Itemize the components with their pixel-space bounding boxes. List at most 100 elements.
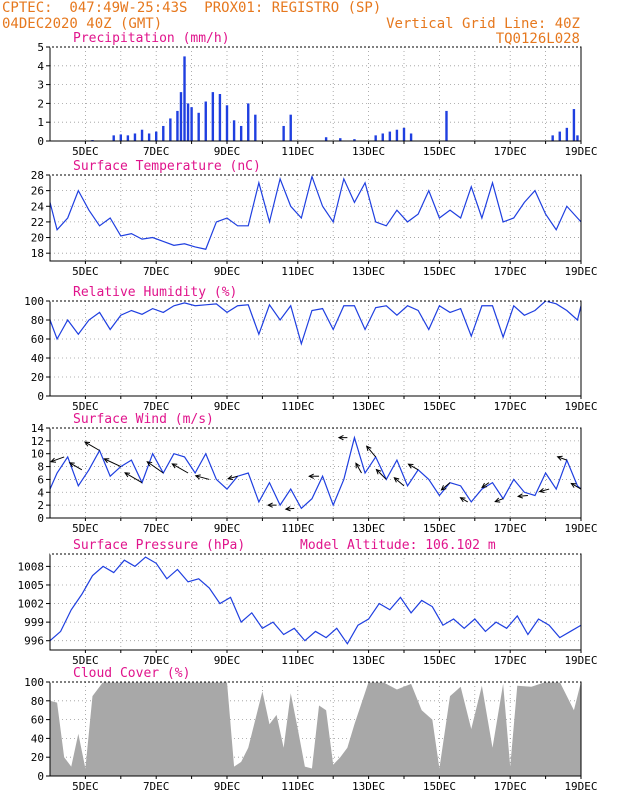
xtick-label-cloud-1: 7DEC	[143, 780, 170, 793]
header-line2: 04DEC2020 40Z (GMT)	[2, 16, 163, 32]
ytick-label-precipitation-2: 2	[37, 97, 44, 110]
wind-arrow-6	[171, 463, 189, 474]
ytick-label-temperature-0: 18	[31, 247, 44, 260]
wind-arrow-head-1	[68, 462, 75, 468]
precip-bar-31	[388, 131, 392, 141]
xtick-label-wind-5: 15DEC	[423, 522, 456, 535]
wind-arrow-head-14	[365, 445, 372, 452]
precip-bar-17	[211, 92, 215, 141]
wind-arrow-12	[337, 435, 348, 441]
xtick-label-pressure-0: 5DEC	[72, 654, 99, 667]
wind-arrow-head-2	[84, 441, 91, 447]
wind-arrow-head-23	[538, 487, 545, 494]
wind-arrow-head-20	[481, 482, 488, 489]
precip-bar-37	[558, 131, 561, 141]
precip-bar-16	[204, 101, 207, 141]
wind-arrow-head-25	[570, 482, 577, 488]
ytick-label-temperature-2: 22	[31, 216, 44, 229]
xtick-label-humidity-1: 7DEC	[143, 400, 170, 413]
wind-arrow-head-24	[556, 455, 563, 461]
ytick-label-pressure-0: 996	[24, 635, 44, 648]
wind-arrow-head-21	[494, 497, 501, 503]
panel-frame-precipitation	[49, 46, 582, 142]
wind-arrow-shaft-16	[394, 477, 405, 487]
wind-arrow-14	[365, 445, 377, 458]
ytick-label-cloud-1: 20	[31, 751, 44, 764]
header-grid-note: Vertical Grid Line: 40Z	[386, 16, 580, 32]
ytick-label-humidity-2: 40	[31, 352, 44, 365]
panel-title-cloud: Cloud Cover (%)	[73, 666, 190, 681]
precip-bar-23	[254, 114, 257, 141]
header-code: TQ0126L028	[495, 31, 580, 47]
precip-bar-3	[126, 135, 130, 141]
ytick-label-cloud-5: 100	[24, 676, 44, 689]
xtick-label-cloud-0: 5DEC	[72, 780, 99, 793]
xtick-label-precipitation-4: 13DEC	[352, 145, 385, 158]
ytick-label-pressure-2: 1002	[18, 598, 45, 611]
panel-title-pressure: Surface Pressure (hPa)	[73, 538, 245, 553]
cloud-area	[50, 682, 581, 776]
xtick-label-precipitation-2: 9DEC	[214, 145, 241, 158]
series-line-humidity	[49, 300, 582, 346]
wind-arrow-shaft-1	[69, 462, 83, 471]
xtick-label-pressure-1: 7DEC	[143, 654, 170, 667]
precip-bar-27	[339, 138, 342, 141]
panel-precipitation	[46, 46, 582, 144]
panel-frame-pressure	[49, 553, 582, 651]
xtick-label-wind-3: 11DEC	[281, 522, 314, 535]
xtick-label-humidity-5: 15DEC	[423, 400, 456, 413]
wind-arrow-23	[538, 487, 550, 494]
xtick-label-humidity-4: 13DEC	[352, 400, 385, 413]
wind-arrow-21	[494, 497, 504, 503]
xtick-label-cloud-3: 11DEC	[281, 780, 314, 793]
wind-arrow-2	[84, 441, 100, 451]
wind-arrow-shaft-5	[146, 461, 164, 474]
series-line-temperature	[49, 174, 582, 250]
wind-arrow-13	[355, 462, 362, 474]
precip-bar-7	[155, 131, 158, 141]
xtick-label-temperature-3: 11DEC	[281, 265, 314, 278]
wind-arrow-10	[284, 506, 295, 512]
ytick-label-cloud-3: 60	[31, 714, 44, 727]
wind-arrow-head-4	[124, 472, 131, 478]
precip-bar-20	[232, 120, 236, 141]
xtick-label-wind-1: 7DEC	[143, 522, 170, 535]
xtick-label-humidity-3: 11DEC	[281, 400, 314, 413]
ytick-label-wind-6: 12	[31, 435, 44, 448]
panel-title-temperature: Surface Temperature (nC)	[73, 159, 261, 174]
wind-arrow-shaft-0	[50, 456, 65, 463]
precip-bar-40	[576, 135, 579, 141]
xtick-label-pressure-2: 9DEC	[214, 654, 241, 667]
ytick-label-cloud-4: 80	[31, 695, 44, 708]
xtick-label-humidity-0: 5DEC	[72, 400, 99, 413]
panel-pressure	[46, 553, 582, 653]
wind-arrow-7	[194, 474, 210, 480]
wind-arrow-head-15	[375, 468, 382, 475]
xtick-label-wind-6: 17DEC	[494, 522, 527, 535]
wind-arrow-shaft-2	[84, 441, 100, 451]
panel-title-humidity: Relative Humidity (%)	[73, 285, 237, 300]
ytick-label-pressure-4: 1008	[18, 560, 45, 573]
ytick-label-humidity-5: 100	[24, 295, 44, 308]
precip-bar-36	[551, 135, 554, 141]
wind-arrow-shaft-14	[366, 445, 377, 458]
xtick-label-cloud-7: 19DEC	[564, 780, 597, 793]
precip-bar-5	[140, 129, 144, 141]
xtick-label-humidity-2: 9DEC	[214, 400, 241, 413]
panel-title-precipitation: Precipitation (mm/h)	[73, 31, 230, 46]
ytick-label-humidity-4: 80	[31, 314, 44, 327]
xtick-label-precipitation-3: 11DEC	[281, 145, 314, 158]
wind-arrow-shaft-22	[518, 495, 528, 497]
precip-bar-6	[147, 133, 151, 141]
precip-bar-9	[169, 118, 172, 141]
wind-arrow-18	[440, 482, 451, 491]
wind-arrow-15	[375, 468, 387, 480]
wind-arrow-head-6	[171, 463, 178, 469]
ytick-label-cloud-2: 40	[31, 732, 44, 745]
ytick-label-wind-2: 4	[37, 486, 44, 499]
wind-arrow-19	[459, 497, 468, 503]
wind-arrow-11	[308, 473, 320, 479]
wind-arrow-shaft-10	[285, 507, 295, 510]
xtick-label-precipitation-1: 7DEC	[143, 145, 170, 158]
wind-arrow-shaft-23	[539, 488, 550, 493]
